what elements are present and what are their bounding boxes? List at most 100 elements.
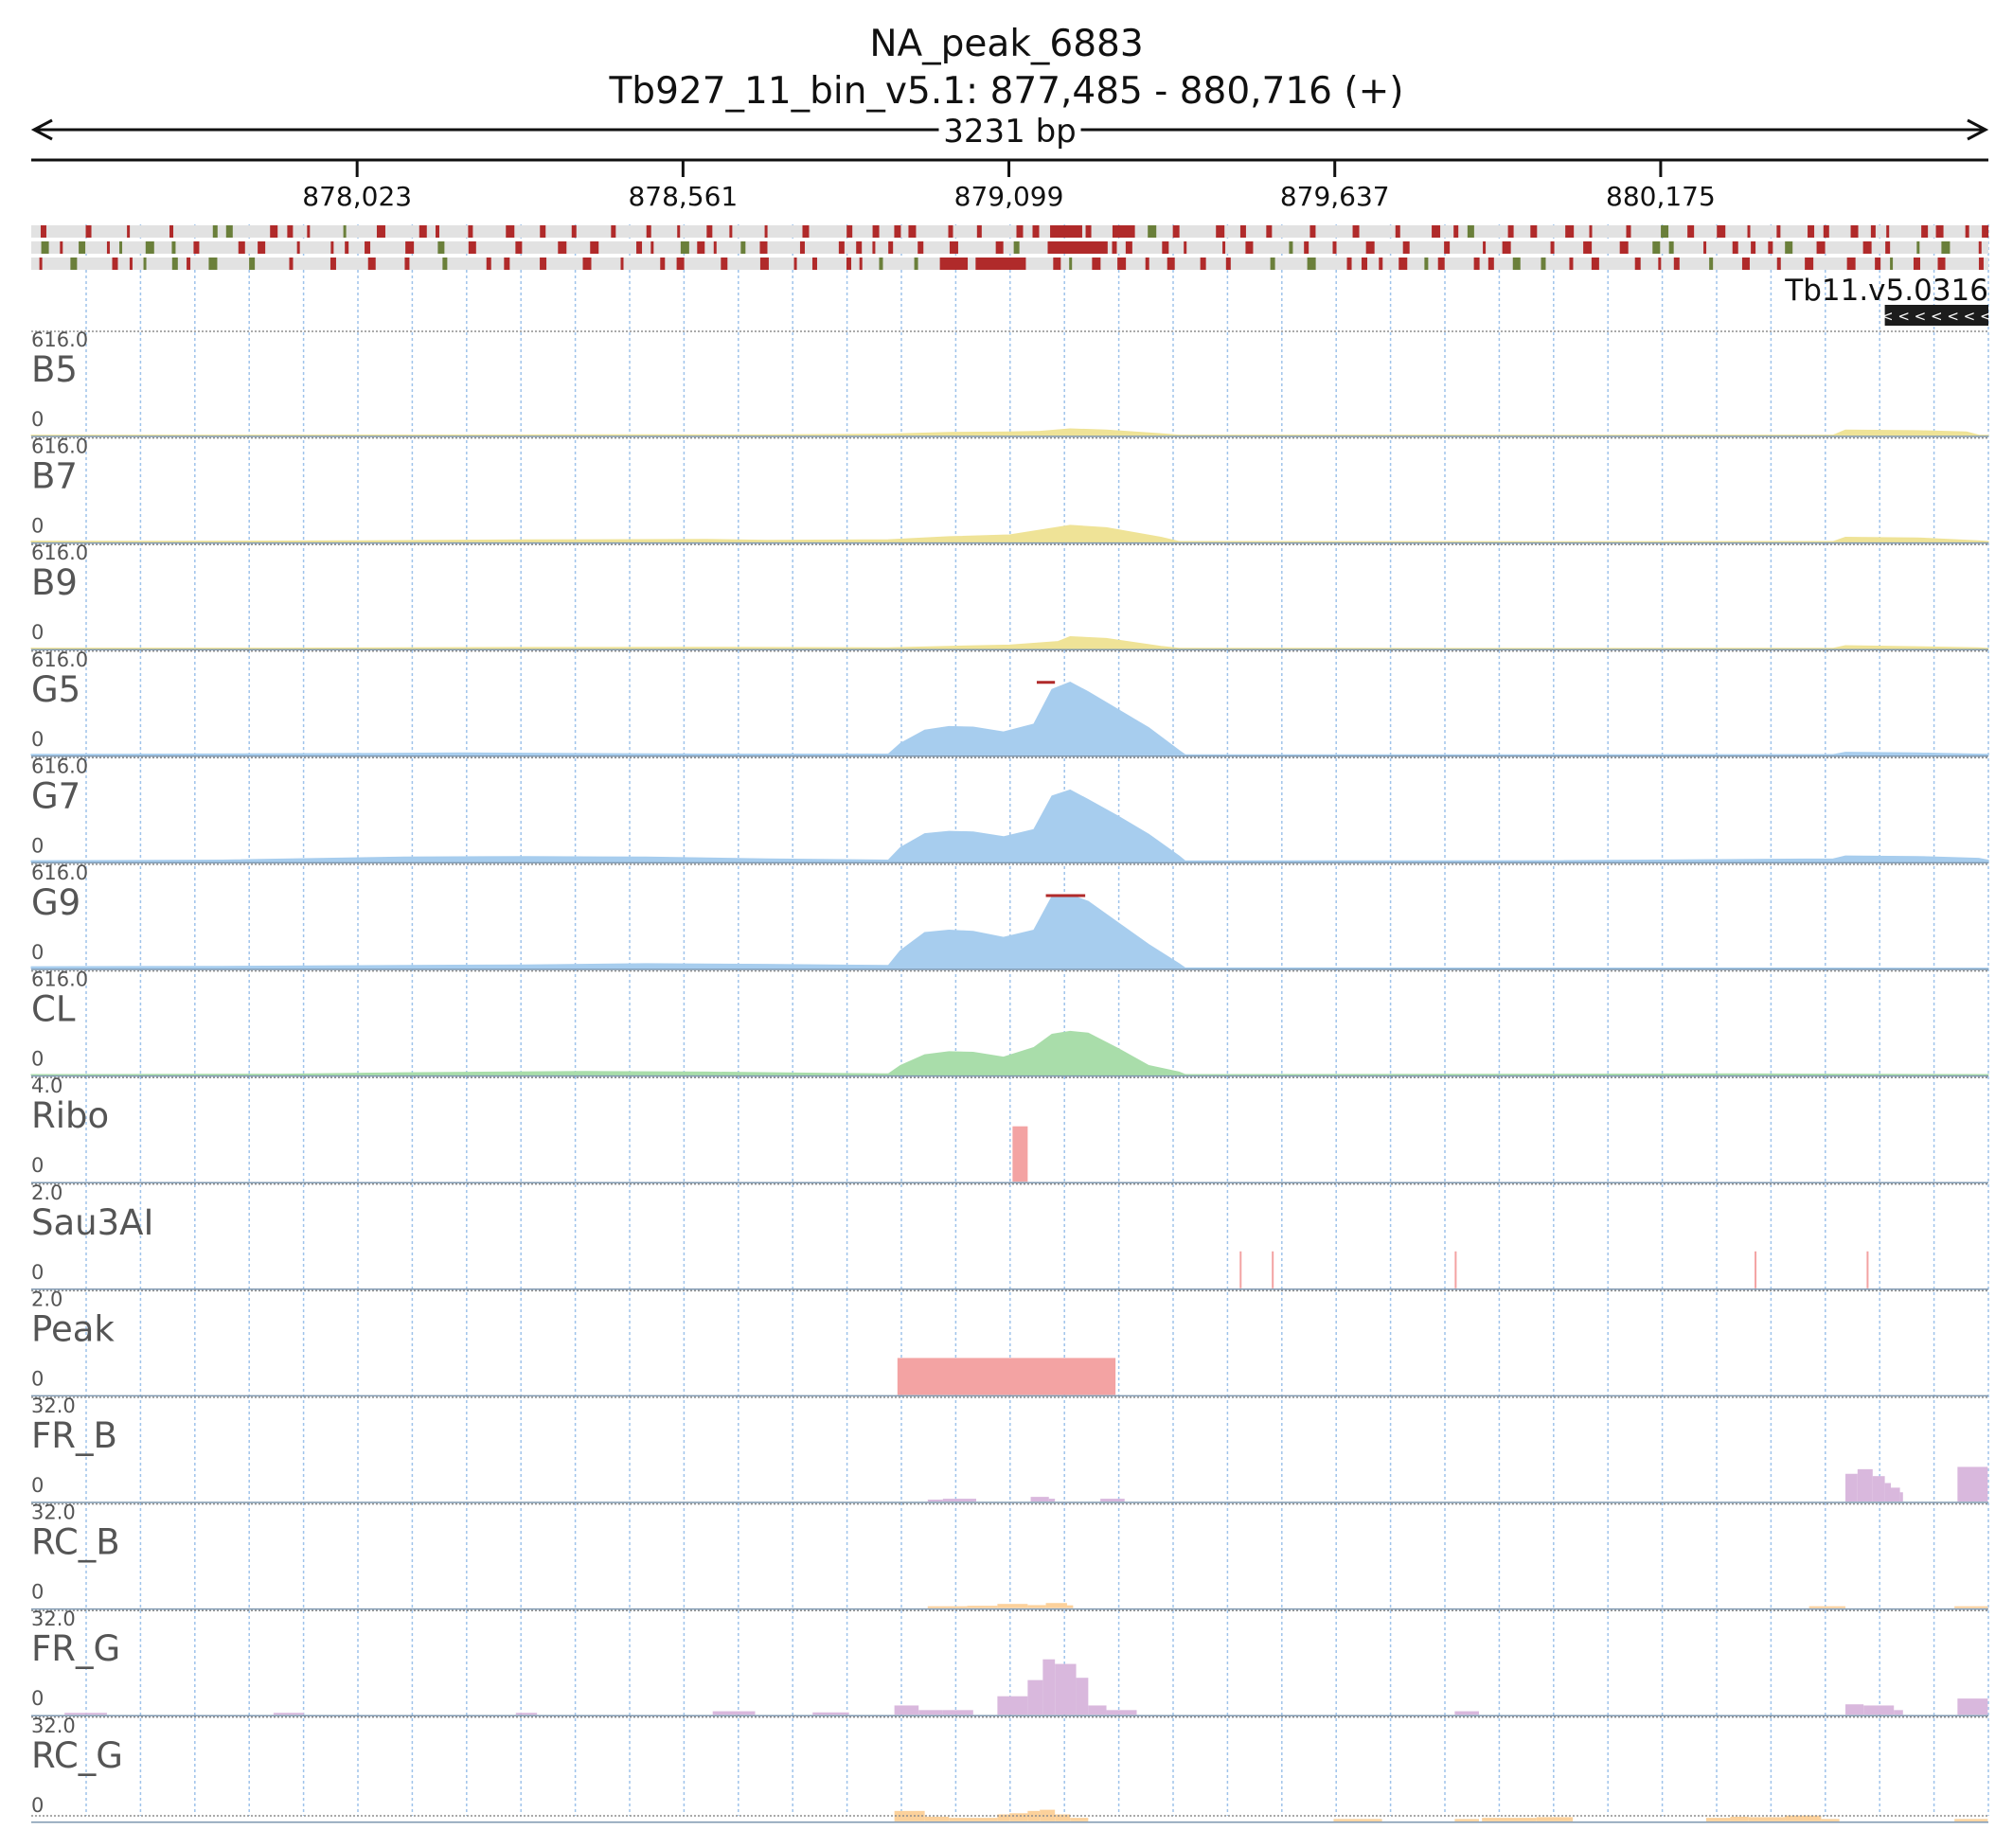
stop-codon-mark <box>1117 258 1127 270</box>
stop-codon-mark <box>1483 241 1487 254</box>
start-codon-mark <box>914 258 918 270</box>
bar-fr-g <box>1027 1679 1043 1715</box>
bar-rc-b <box>1808 1606 1846 1608</box>
stop-codon-mark <box>1032 225 1040 238</box>
stop-codon-mark <box>60 241 63 254</box>
stop-codon-mark <box>1634 258 1641 270</box>
stop-codon-mark <box>1162 241 1169 254</box>
start-codon-mark <box>1307 258 1316 270</box>
stop-codon-mark <box>706 225 713 238</box>
stop-codon-mark <box>1935 225 1944 238</box>
coverage-area-cl <box>30 1030 1989 1076</box>
coverage-area-b5 <box>30 428 1989 436</box>
stop-codon-mark <box>1362 258 1368 270</box>
stop-codon-mark <box>799 241 805 254</box>
start-codon-mark <box>1069 258 1073 270</box>
stop-codon-mark <box>1112 225 1135 238</box>
coverage-area-g7 <box>30 789 1989 862</box>
stop-codon-mark <box>1053 258 1061 270</box>
stop-codon-mark <box>365 241 371 254</box>
track-max-label: 616.0 <box>31 542 88 564</box>
stop-codon-mark <box>856 241 863 254</box>
track-name-sau3ai: Sau3AI <box>31 1202 153 1243</box>
bar-fr-g <box>1845 1704 1864 1715</box>
bar-fr-g <box>812 1712 849 1715</box>
start-codon-mark <box>1424 258 1429 270</box>
bar-rc-g <box>1333 1819 1382 1821</box>
stop-codon-mark <box>948 225 953 238</box>
track-max-label: 616.0 <box>31 755 88 777</box>
bar-rc-g <box>1009 1813 1028 1821</box>
stop-codon-mark <box>1717 225 1726 238</box>
stop-codon-mark <box>504 258 510 270</box>
stop-codon-mark <box>660 258 666 270</box>
stop-codon-mark <box>1379 258 1383 270</box>
track-max-label: 616.0 <box>31 329 88 351</box>
stop-codon-mark <box>1444 241 1451 254</box>
stop-codon-mark <box>1112 241 1117 254</box>
start-codon-mark <box>225 225 233 238</box>
stop-codon-mark <box>1047 241 1108 254</box>
stop-codon-mark <box>540 225 546 238</box>
bar-fr-g <box>1454 1711 1479 1715</box>
start-codon-mark <box>1785 241 1793 254</box>
stop-codon-mark <box>611 225 616 238</box>
stop-codon-mark <box>1395 225 1400 238</box>
chart-title: NA_peak_6883 <box>869 23 1144 65</box>
bar-ribo <box>1012 1126 1028 1182</box>
stop-codon-mark <box>1239 225 1246 238</box>
stop-codon-mark <box>330 258 336 270</box>
stop-codon-mark <box>435 225 439 238</box>
bar-fr-g <box>1042 1659 1056 1715</box>
stop-codon-mark <box>1921 225 1929 238</box>
stop-codon-mark <box>1487 258 1494 270</box>
stop-codon-mark <box>1216 225 1225 238</box>
stop-codon-mark <box>270 225 278 238</box>
start-codon-mark <box>1512 258 1521 270</box>
stop-codon-mark <box>1751 241 1756 254</box>
bar-peak <box>897 1358 1116 1395</box>
start-codon-mark <box>1890 258 1894 270</box>
track-min-label: 0 <box>31 1154 44 1177</box>
bar-fr-g <box>1055 1663 1077 1715</box>
stop-codon-mark <box>127 225 131 238</box>
stop-codon-mark <box>1776 225 1781 238</box>
stop-codon-mark <box>238 241 245 254</box>
start-codon-mark <box>1709 258 1714 270</box>
stop-codon-mark <box>764 225 768 238</box>
start-codon-mark <box>212 225 218 238</box>
stop-codon-mark <box>1016 225 1024 238</box>
start-codon-mark <box>70 258 78 270</box>
bar-rc-g <box>1055 1814 1071 1821</box>
stop-codon-mark <box>888 241 894 254</box>
stop-codon-mark <box>1875 258 1881 270</box>
track-max-label: 32.0 <box>31 1395 76 1417</box>
stop-codon-mark <box>571 225 577 238</box>
stop-codon-mark <box>1776 258 1781 270</box>
stop-codon-mark <box>759 258 769 270</box>
stop-codon-mark <box>1145 258 1149 270</box>
stop-codon-mark <box>1823 225 1829 238</box>
stop-codon-mark <box>846 225 853 238</box>
stop-codon-mark <box>1502 241 1511 254</box>
start-codon-mark <box>437 241 445 254</box>
track-min-label: 0 <box>31 1794 44 1817</box>
stop-codon-mark <box>129 258 133 270</box>
stop-codon-mark <box>1885 241 1891 254</box>
stop-codon-mark <box>1687 225 1695 238</box>
start-codon-mark <box>1270 258 1275 270</box>
stop-codon-mark <box>1591 258 1599 270</box>
start-codon-mark <box>1289 241 1293 254</box>
stop-codon-mark <box>1332 241 1337 254</box>
stop-codon-mark <box>1432 225 1441 238</box>
track-min-label: 0 <box>31 1474 44 1497</box>
track-max-label: 616.0 <box>31 649 88 671</box>
track-name-rc-b: RC_B <box>31 1522 120 1563</box>
stop-codon-mark <box>1808 225 1815 238</box>
bar-fr-g <box>515 1713 538 1715</box>
start-codon-mark <box>879 258 883 270</box>
track-name-b7: B7 <box>31 456 78 497</box>
bar-rc-g <box>894 1810 925 1821</box>
stop-codon-mark <box>838 241 845 254</box>
stop-codon-mark <box>1768 241 1773 254</box>
